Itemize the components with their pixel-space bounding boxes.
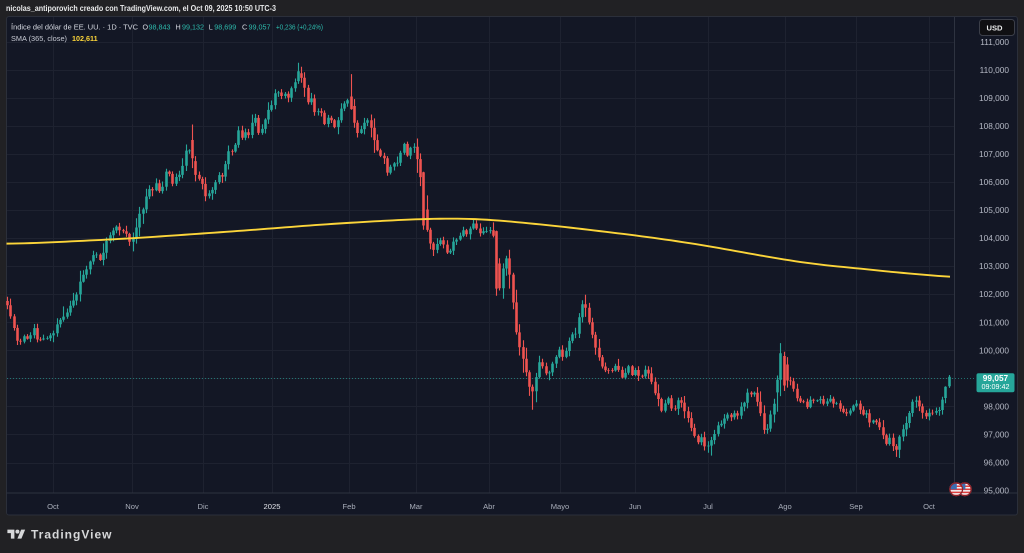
svg-text:110,000: 110,000 xyxy=(980,65,1010,75)
svg-text:Nov: Nov xyxy=(125,502,139,511)
svg-text:98,699: 98,699 xyxy=(214,23,236,32)
svg-text:102,000: 102,000 xyxy=(979,289,1009,299)
svg-text:97,000: 97,000 xyxy=(984,430,1010,440)
svg-text:Índice del dólar de EE. UU. ·: Índice del dólar de EE. UU. · 1D · TVC xyxy=(11,23,138,32)
svg-text:98,843: 98,843 xyxy=(149,23,171,32)
svg-text:nicolas_antiporovich creado co: nicolas_antiporovich creado con TradingV… xyxy=(6,4,277,13)
svg-text:99,057: 99,057 xyxy=(983,373,1009,383)
svg-text:Jul: Jul xyxy=(703,502,713,511)
svg-text:96,000: 96,000 xyxy=(984,458,1010,468)
svg-text:105,000: 105,000 xyxy=(979,205,1009,215)
svg-text:USD: USD xyxy=(986,24,1003,33)
svg-text:Ago: Ago xyxy=(778,502,792,511)
svg-text:Dic: Dic xyxy=(198,502,209,511)
svg-text:Oct: Oct xyxy=(47,502,60,511)
svg-text:102,611: 102,611 xyxy=(72,34,98,43)
svg-text:C: C xyxy=(242,23,247,32)
svg-text:109,000: 109,000 xyxy=(979,93,1009,103)
svg-text:2025: 2025 xyxy=(264,502,281,511)
svg-text:SMA (365, close): SMA (365, close) xyxy=(11,34,67,43)
svg-text:Jun: Jun xyxy=(629,502,641,511)
svg-text:95,000: 95,000 xyxy=(984,486,1010,496)
svg-text:106,000: 106,000 xyxy=(979,177,1009,187)
svg-text:100,000: 100,000 xyxy=(979,345,1009,355)
svg-text:Oct: Oct xyxy=(923,502,936,511)
svg-text:H: H xyxy=(176,23,181,32)
svg-text:103,000: 103,000 xyxy=(979,261,1009,271)
svg-text:Mar: Mar xyxy=(409,502,423,511)
svg-text:Feb: Feb xyxy=(342,502,355,511)
svg-text:O: O xyxy=(143,23,149,32)
svg-text:101,000: 101,000 xyxy=(979,317,1009,327)
svg-text:Mayo: Mayo xyxy=(551,502,570,511)
svg-text:99,132: 99,132 xyxy=(182,23,204,32)
svg-text:98,000: 98,000 xyxy=(984,402,1010,412)
svg-text:TradingView: TradingView xyxy=(31,528,112,542)
svg-text:+0,236 (+0,24%): +0,236 (+0,24%) xyxy=(276,23,323,32)
svg-text:Abr: Abr xyxy=(483,502,495,511)
svg-text:104,000: 104,000 xyxy=(979,233,1009,243)
svg-text:107,000: 107,000 xyxy=(979,149,1009,159)
svg-text:99,057: 99,057 xyxy=(249,23,271,32)
svg-text:111,000: 111,000 xyxy=(980,37,1009,47)
svg-text:108,000: 108,000 xyxy=(979,121,1009,131)
svg-text:L: L xyxy=(209,23,213,32)
svg-text:Sep: Sep xyxy=(849,502,863,511)
svg-text:09:09:42: 09:09:42 xyxy=(982,382,1010,391)
